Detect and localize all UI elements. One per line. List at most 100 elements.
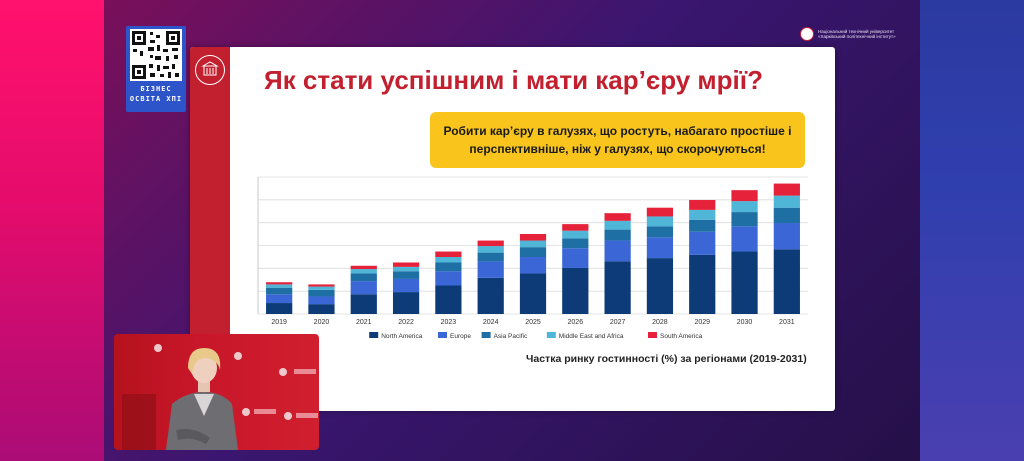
bar-segment (350, 281, 377, 295)
legend-swatch (369, 332, 379, 338)
bar-segment (477, 277, 504, 314)
bar-segment (773, 195, 800, 208)
wall-logo-icon (284, 412, 292, 420)
qr-badge-text: БІЗНЕС ОСВІТА ХПІ (126, 84, 186, 104)
x-tick-label: 2026 (568, 319, 584, 326)
bar-segment (689, 200, 716, 210)
bar-segment (392, 292, 420, 314)
qr-badge-line2: ОСВІТА ХПІ (129, 95, 183, 103)
bar-segment (731, 226, 758, 252)
bar-segment (308, 284, 335, 287)
bar-segment (731, 190, 758, 202)
speaker-figure (122, 348, 238, 450)
x-tick-label: 2028 (652, 319, 668, 326)
bar-segment (266, 294, 293, 304)
bar-segment (435, 285, 462, 314)
slide-title: Як стати успішним і мати кар’єру мрії? (264, 65, 763, 95)
bar-segment (773, 207, 800, 224)
university-header-text: Національний технічний університет «Харк… (818, 29, 914, 39)
wall-logo-icon (242, 408, 250, 416)
bar-segment (392, 271, 420, 279)
university-logo-icon (800, 27, 814, 41)
bar-segment (308, 289, 335, 297)
callout-line1: Робити кар’єру в галузях, що ростуть, на… (443, 124, 792, 138)
qr-badge-line1: БІЗНЕС (140, 85, 172, 93)
bar-segment (519, 257, 547, 274)
legend-swatch (481, 332, 491, 338)
bar-segment (689, 209, 716, 220)
bar-segment (562, 224, 589, 231)
university-header-line2: «Харківський політехнічний інститут» (818, 34, 896, 39)
bar-segment (435, 262, 462, 272)
bar-segment (308, 296, 335, 305)
bar-segment (646, 226, 674, 238)
legend-label: Middle East and Africa (559, 333, 624, 340)
legend-swatch (546, 332, 556, 338)
legend-label: Asia Pacific (494, 333, 528, 340)
bar-segment (477, 246, 504, 253)
university-header-line1: Національний технічний університет (818, 29, 895, 34)
qr-badge[interactable]: БІЗНЕС ОСВІТА ХПІ (126, 26, 186, 112)
bar-segment (562, 267, 589, 314)
bar-segment (562, 230, 589, 239)
bar-segment (731, 212, 758, 227)
x-tick-label: 2029 (694, 319, 710, 326)
bar-segment (477, 252, 504, 262)
wall-text (296, 413, 318, 418)
bar-segment (350, 265, 377, 270)
right-frame (920, 0, 1024, 461)
left-frame (0, 0, 104, 461)
wall-text (294, 369, 316, 374)
bar-segment (392, 278, 420, 293)
bar-segment (604, 261, 631, 314)
legend-label: Europe (450, 333, 471, 340)
bar-segment (350, 294, 377, 314)
wall-text (254, 409, 276, 414)
bar-segment (392, 262, 420, 267)
x-tick-label: 2024 (483, 319, 499, 326)
university-emblem-icon (195, 55, 225, 85)
legend-label: South America (660, 333, 703, 340)
bar-segment (435, 271, 462, 286)
bar-segment (646, 207, 674, 217)
wall-logo-icon (279, 368, 287, 376)
bar-segment (562, 238, 589, 249)
bar-segment (519, 233, 547, 241)
x-tick-label: 2023 (441, 319, 457, 326)
x-tick-label: 2019 (271, 319, 287, 326)
wall-logo-icon (234, 352, 242, 360)
bar-segment (350, 273, 377, 282)
bar-segment (519, 240, 547, 248)
bar-segment (604, 213, 631, 221)
x-tick-label: 2021 (356, 319, 372, 326)
bar-segment (731, 251, 758, 314)
bar-segment (773, 249, 800, 314)
bar-segment (689, 219, 716, 232)
bar-segment (266, 287, 293, 295)
bar-segment (308, 286, 335, 290)
speaker-video[interactable] (114, 334, 319, 450)
bar-segment (689, 254, 716, 314)
bar-segment (604, 229, 631, 241)
bar-segment (350, 269, 377, 274)
bar-segment (519, 247, 547, 258)
bar-segment (731, 201, 758, 213)
legend-label: North America (381, 333, 423, 340)
callout-box: Робити кар’єру в галузях, що ростуть, на… (430, 112, 805, 168)
bar-segment (773, 183, 800, 196)
wall-logo-icon (154, 344, 162, 352)
bar-segment (266, 284, 293, 288)
x-tick-label: 2020 (314, 319, 330, 326)
bar-segment (308, 304, 335, 314)
bar-segment (266, 282, 293, 285)
bar-segment (266, 303, 293, 314)
bar-segment (646, 237, 674, 259)
x-tick-label: 2027 (610, 319, 626, 326)
bar-segment (562, 248, 589, 268)
x-tick-label: 2022 (398, 319, 414, 326)
university-header: Національний технічний університет «Харк… (800, 27, 914, 41)
bar-segment (435, 257, 462, 263)
bar-segment (646, 258, 674, 314)
bar-segment (519, 273, 547, 314)
chart-caption: Частка ринку гостинності (%) за регіонам… (526, 353, 807, 365)
